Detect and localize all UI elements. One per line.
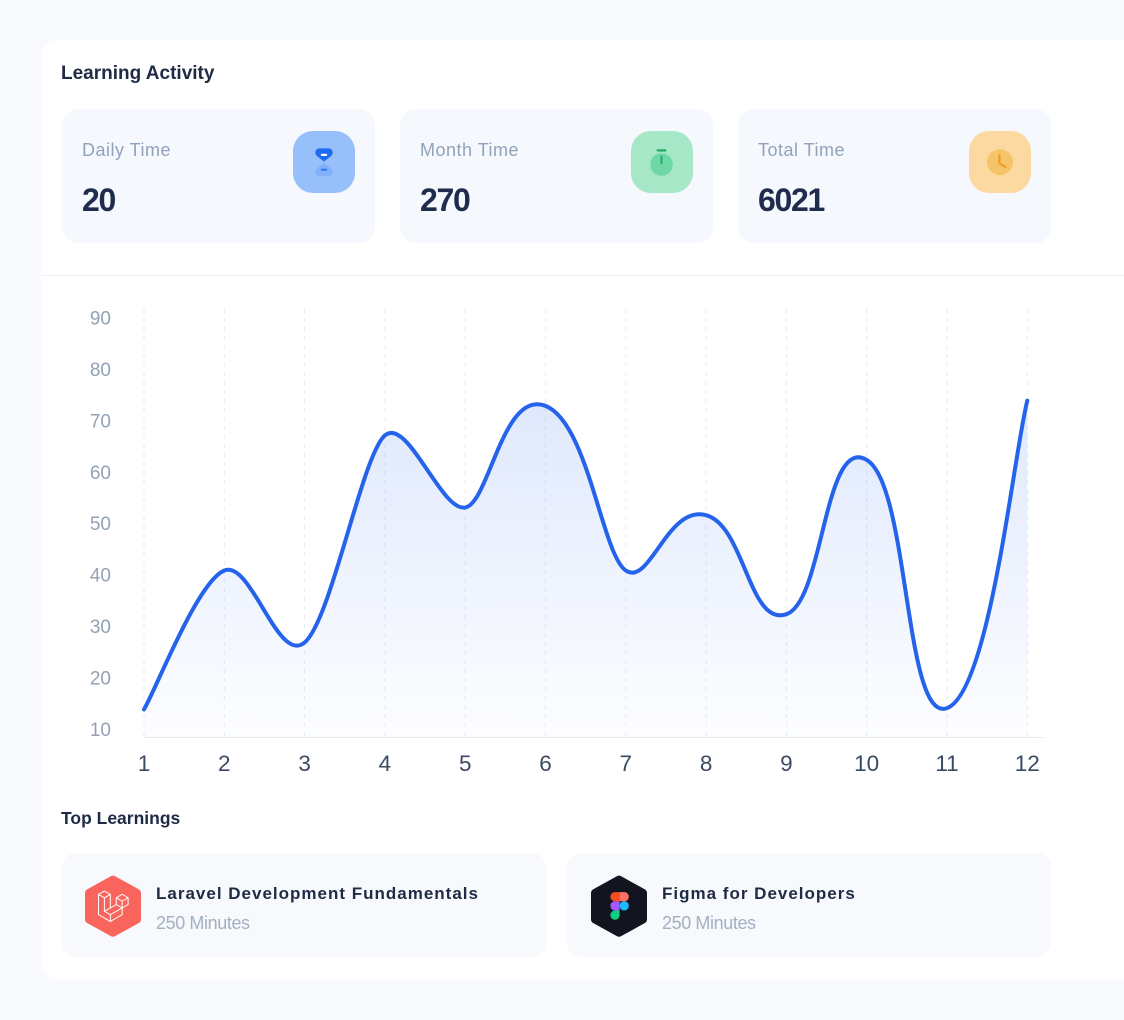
svg-text:80: 80 xyxy=(90,360,111,381)
svg-text:60: 60 xyxy=(90,463,111,484)
svg-text:50: 50 xyxy=(90,514,111,535)
svg-text:90: 90 xyxy=(90,308,111,329)
svg-text:5: 5 xyxy=(459,751,472,776)
svg-text:20: 20 xyxy=(90,669,111,690)
svg-text:1: 1 xyxy=(138,751,151,776)
svg-text:70: 70 xyxy=(90,411,111,432)
svg-text:10: 10 xyxy=(90,720,111,741)
svg-text:8: 8 xyxy=(700,751,713,776)
svg-text:7: 7 xyxy=(620,751,633,776)
svg-text:3: 3 xyxy=(298,751,311,776)
svg-text:2: 2 xyxy=(218,751,231,776)
svg-text:40: 40 xyxy=(90,566,111,587)
svg-text:9: 9 xyxy=(780,751,793,776)
svg-text:6: 6 xyxy=(539,751,552,776)
svg-text:30: 30 xyxy=(90,617,111,638)
svg-text:11: 11 xyxy=(935,751,958,776)
svg-text:4: 4 xyxy=(379,751,392,776)
svg-text:12: 12 xyxy=(1015,751,1040,776)
svg-text:10: 10 xyxy=(854,751,879,776)
